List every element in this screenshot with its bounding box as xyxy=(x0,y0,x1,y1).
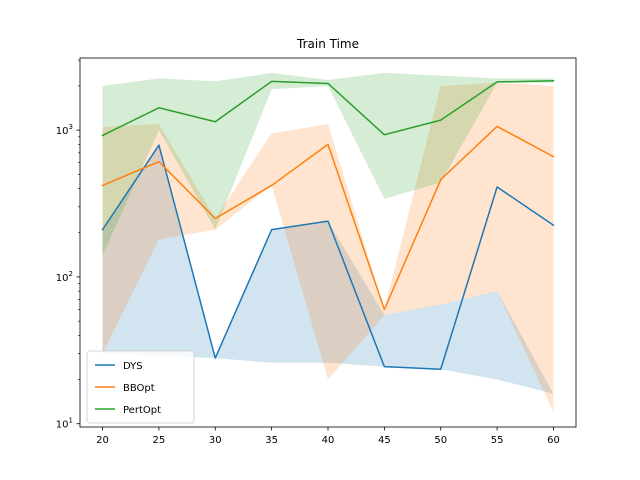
x-tick-label: 55 xyxy=(491,435,504,446)
legend-label-pertopt: PertOpt xyxy=(123,405,161,416)
x-tick-label: 30 xyxy=(209,435,222,446)
legend-box xyxy=(86,350,195,424)
x-tick-label: 60 xyxy=(547,435,560,446)
x-tick-label: 20 xyxy=(96,435,109,446)
line-bbopt xyxy=(101,125,555,311)
band-bbopt xyxy=(102,82,554,413)
x-tick-label: 40 xyxy=(322,435,335,446)
y-tick-label: 101 xyxy=(56,417,73,431)
x-tick-label: 25 xyxy=(153,435,166,446)
axes: 20 25 30 35 40 45 50 55 60 101 102 103 xyxy=(56,57,577,446)
series-lines xyxy=(101,79,555,371)
band-dys xyxy=(102,145,554,394)
chart-title: Train Time xyxy=(296,37,359,51)
y-tick-label: 102 xyxy=(56,270,73,284)
band-pertopt xyxy=(102,73,554,256)
legend-label-dys: DYS xyxy=(123,361,143,372)
x-tick-label: 50 xyxy=(434,435,447,446)
line-dys xyxy=(101,144,555,371)
confidence-bands xyxy=(102,73,554,413)
y-tick-label: 103 xyxy=(56,123,73,137)
x-tick-label: 35 xyxy=(265,435,278,446)
line-pertopt xyxy=(101,79,555,137)
legend: DYS BBOpt PertOpt xyxy=(86,350,195,424)
x-tick-label: 45 xyxy=(378,435,391,446)
legend-label-bbopt: BBOpt xyxy=(123,383,155,394)
